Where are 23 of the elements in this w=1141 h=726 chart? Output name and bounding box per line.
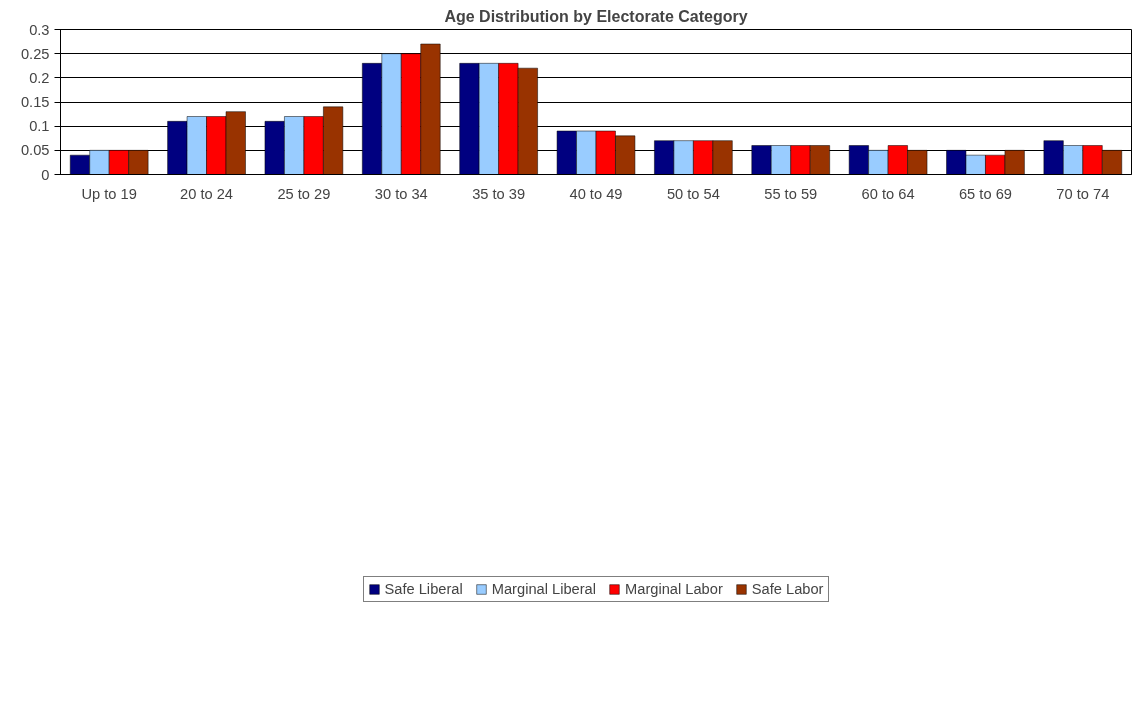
- legend-label: Marginal Liberal: [491, 581, 597, 597]
- x-tick-label: 20 to 24: [180, 185, 234, 202]
- y-tick-label: 0.25: [20, 45, 50, 62]
- y-tick-label: 0.3: [29, 21, 50, 38]
- y-tick-label: 0.05: [20, 142, 50, 159]
- x-tick-label: 60 to 64: [861, 185, 915, 202]
- x-tick-label: 50 to 54: [666, 185, 720, 202]
- x-tick-label: 55 to 59: [764, 185, 818, 202]
- chart-title: Age Distribution by Electorate Category: [444, 7, 748, 25]
- x-tick-label: 35 to 39: [472, 185, 526, 202]
- y-tick-label: 0.15: [20, 94, 50, 110]
- legend-label: Marginal Labor: [625, 581, 723, 597]
- x-tick-label: 40 to 49: [569, 185, 623, 202]
- x-tick-label: Up to 19: [81, 185, 137, 202]
- y-tick-label: 0: [41, 166, 50, 183]
- y-tick-label: 0.1: [29, 118, 50, 135]
- x-tick-label: 25 to 29: [277, 185, 331, 202]
- legend-label: Safe Labor: [751, 581, 824, 597]
- x-tick-label: 65 to 69: [958, 185, 1012, 202]
- y-tick-label: 0.2: [29, 69, 50, 86]
- x-tick-label: 30 to 34: [374, 185, 428, 202]
- legend-label: Safe Liberal: [384, 581, 463, 597]
- x-tick-label: 70 to 74: [1056, 185, 1110, 202]
